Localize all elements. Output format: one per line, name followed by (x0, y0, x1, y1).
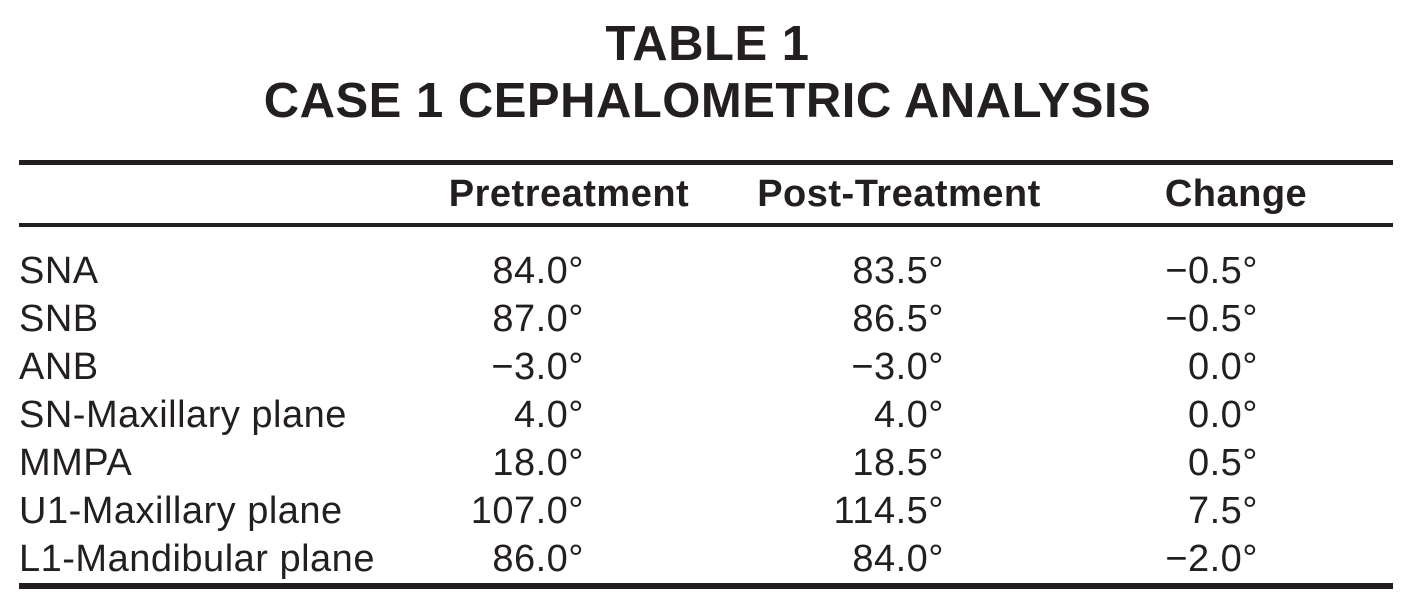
row-label: SN-Maxillary plane (19, 393, 347, 436)
change-value: 7.5° (1187, 489, 1258, 532)
table-row: SNB 87.0° 86.5° −0.5° (19, 295, 1393, 343)
pretreatment-value: 84.0° (492, 249, 584, 292)
pretreatment-value: −3.0° (491, 345, 584, 388)
cephalometric-analysis-table: Pretreatment Post-Treatment Change SNA 8… (19, 160, 1393, 589)
header-change: Change (1164, 172, 1308, 215)
table-row: ANB −3.0° −3.0° 0.0° (19, 343, 1393, 391)
row-label: U1-Maxillary plane (19, 489, 343, 532)
row-label: SNA (19, 249, 99, 292)
row-label: MMPA (19, 441, 133, 484)
table-row: SN-Maxillary plane 4.0° 4.0° 0.0° (19, 391, 1393, 439)
change-value: 0.0° (1187, 345, 1258, 388)
change-value: −0.5° (1165, 249, 1258, 292)
table-title: TABLE 1 CASE 1 CEPHALOMETRIC ANALYSIS (0, 16, 1415, 130)
change-value: 0.5° (1187, 441, 1258, 484)
post-treatment-value: −3.0° (851, 345, 944, 388)
pretreatment-value: 4.0° (513, 393, 584, 436)
header-parameter (19, 163, 419, 226)
change-value: −0.5° (1165, 297, 1258, 340)
row-label: L1-Mandibular plane (19, 537, 375, 580)
table-row: SNA 84.0° 83.5° −0.5° (19, 225, 1393, 295)
table-row: U1-Maxillary plane 107.0° 114.5° 7.5° (19, 487, 1393, 535)
pretreatment-value: 87.0° (492, 297, 584, 340)
change-value: −2.0° (1165, 537, 1258, 580)
post-treatment-value: 114.5° (833, 489, 944, 532)
post-treatment-value: 83.5° (852, 249, 944, 292)
pretreatment-value: 18.0° (492, 441, 584, 484)
header-post-treatment: Post-Treatment (757, 172, 1041, 215)
pretreatment-value: 86.0° (492, 537, 584, 580)
header-pretreatment: Pretreatment (448, 172, 690, 215)
row-label: ANB (19, 345, 99, 388)
table-row: MMPA 18.0° 18.5° 0.5° (19, 439, 1393, 487)
post-treatment-value: 84.0° (852, 537, 944, 580)
table-row: L1-Mandibular plane 86.0° 84.0° −2.0° (19, 535, 1393, 586)
post-treatment-value: 86.5° (852, 297, 944, 340)
row-label: SNB (19, 297, 99, 340)
header-row: Pretreatment Post-Treatment Change (19, 163, 1393, 226)
table-title-line2: CASE 1 CEPHALOMETRIC ANALYSIS (263, 74, 1152, 128)
table-title-line1: TABLE 1 (605, 17, 810, 71)
change-value: 0.0° (1187, 393, 1258, 436)
post-treatment-value: 18.5° (852, 441, 944, 484)
post-treatment-value: 4.0° (873, 393, 944, 436)
pretreatment-value: 107.0° (470, 489, 584, 532)
